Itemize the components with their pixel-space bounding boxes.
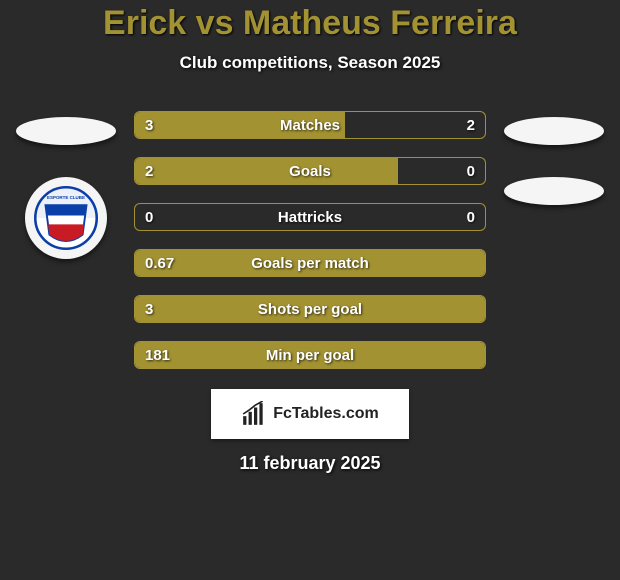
- comparison-card: Erick vs Matheus Ferreira Club competiti…: [0, 0, 620, 474]
- metric-label: Min per goal: [135, 342, 485, 368]
- metric-bar: 2 Goals 0: [134, 157, 486, 185]
- svg-text:ESPORTE CLUBE: ESPORTE CLUBE: [47, 195, 85, 200]
- club-badge-left: ESPORTE CLUBE: [25, 177, 107, 259]
- page-title: Erick vs Matheus Ferreira: [0, 4, 620, 43]
- metric-value-right: 0: [467, 204, 475, 230]
- metric-label: Hattricks: [135, 204, 485, 230]
- brand-badge[interactable]: FcTables.com: [211, 389, 409, 439]
- date-label: 11 february 2025: [0, 453, 620, 474]
- right-side: [504, 111, 604, 205]
- club-swatch-right: [504, 177, 604, 205]
- metric-value-right: 2: [467, 112, 475, 138]
- metric-bar: 3 Matches 2: [134, 111, 486, 139]
- metric-bars: 3 Matches 2 2 Goals 0 0 Hattricks 0 0.67…: [134, 111, 486, 369]
- metric-bar: 3 Shots per goal: [134, 295, 486, 323]
- left-side: ESPORTE CLUBE: [16, 111, 116, 259]
- metric-bar: 181 Min per goal: [134, 341, 486, 369]
- metric-value-right: 0: [467, 158, 475, 184]
- metric-label: Shots per goal: [135, 296, 485, 322]
- metric-bar: 0.67 Goals per match: [134, 249, 486, 277]
- metric-label: Matches: [135, 112, 485, 138]
- page-subtitle: Club competitions, Season 2025: [0, 53, 620, 73]
- player-swatch-left: [16, 117, 116, 145]
- player-swatch-right: [504, 117, 604, 145]
- content-row: ESPORTE CLUBE 3 Matches 2 2 Goals 0 0 Ha: [0, 111, 620, 369]
- club-crest-icon: ESPORTE CLUBE: [34, 186, 98, 250]
- metric-label: Goals per match: [135, 250, 485, 276]
- brand-chart-icon: [241, 401, 267, 427]
- brand-text: FcTables.com: [273, 405, 379, 423]
- metric-bar: 0 Hattricks 0: [134, 203, 486, 231]
- metric-label: Goals: [135, 158, 485, 184]
